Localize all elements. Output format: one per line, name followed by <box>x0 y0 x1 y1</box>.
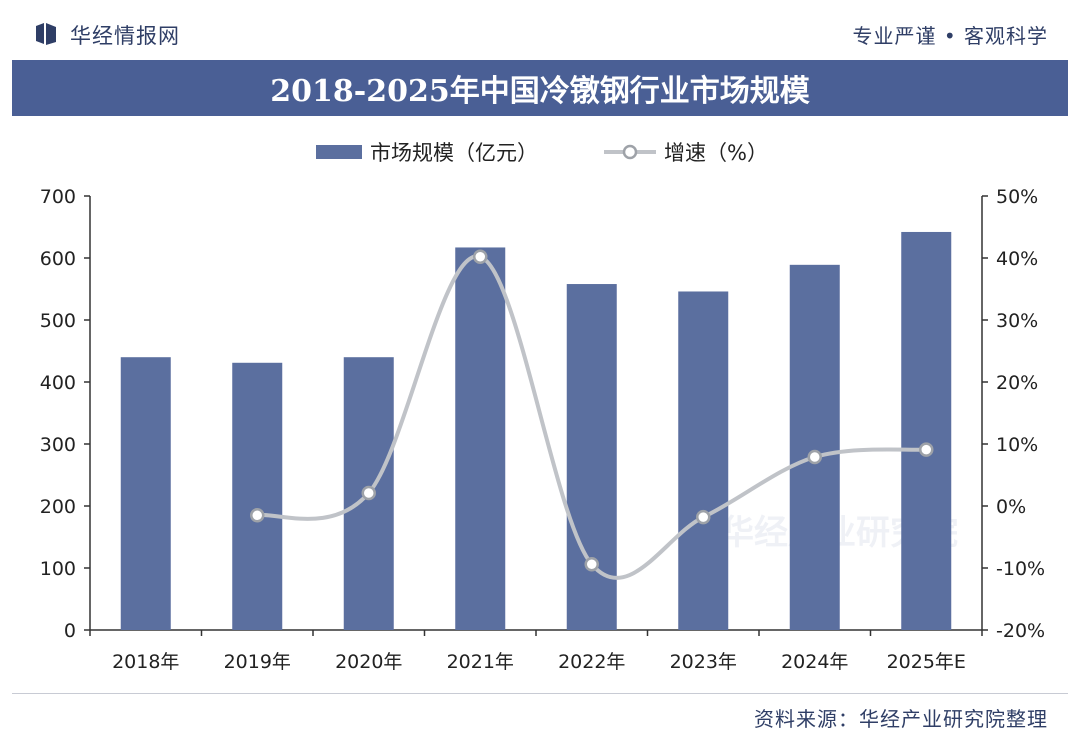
bar <box>566 284 617 630</box>
chart-title: 2018-2025年中国冷镦钢行业市场规模 <box>270 74 810 109</box>
growth-point <box>584 557 599 572</box>
logo-text: 华经情报网 <box>70 24 180 48</box>
y-right-tick-label: 0% <box>996 496 1026 518</box>
y-right-tick-label: -20% <box>996 620 1045 642</box>
legend-bar-label: 市场规模（亿元） <box>370 141 538 165</box>
chart: 0 100 200 300 400 500 600 700 -20% -10% 0% 10% 20% 30… <box>40 141 1045 673</box>
y-left-tick-label: 700 <box>40 186 76 208</box>
y-left-tick-label: 0 <box>64 620 76 642</box>
y-right-tick-label: 30% <box>996 310 1038 332</box>
growth-point <box>250 508 265 523</box>
bar <box>455 247 506 630</box>
growth-point <box>919 442 934 457</box>
legend-bar-swatch <box>316 145 362 159</box>
y-left-tick-label: 400 <box>40 372 76 394</box>
y-left-tick-label: 500 <box>40 310 76 332</box>
x-tick-label: 2021年 <box>447 651 514 673</box>
header: 华经情报网 专业严谨 • 客观科学 <box>0 0 1080 58</box>
y-right-tick-label: -10% <box>996 558 1045 580</box>
bar <box>678 291 729 630</box>
source-note: 资料来源：华经产业研究院整理 <box>754 707 1048 731</box>
growth-point <box>696 509 711 525</box>
legend-line-marker <box>622 144 638 160</box>
x-tick-label: 2018年 <box>112 651 179 673</box>
y-right-tick-label: 10% <box>996 434 1038 456</box>
x-tick-label: 2022年 <box>558 651 625 673</box>
y-left-tick-label: 100 <box>40 558 76 580</box>
growth-point <box>807 449 822 465</box>
bar <box>789 264 840 630</box>
slogan: 专业严谨 • 客观科学 <box>852 24 1048 48</box>
x-tick-label: 2024年 <box>781 651 848 673</box>
bar <box>901 231 952 630</box>
footer-divider <box>12 693 1068 694</box>
y-right-tick-label: 40% <box>996 248 1038 270</box>
y-left-tick-label: 200 <box>40 496 76 518</box>
x-tick-label: 2019年 <box>224 651 291 673</box>
y-right-tick-label: 20% <box>996 372 1038 394</box>
x-tick-label: 2020年 <box>335 651 402 673</box>
x-tick-label: 2023年 <box>670 651 737 673</box>
x-tick-label: 2025年E <box>887 651 966 673</box>
logo-icon <box>36 23 56 45</box>
y-left-tick-label: 600 <box>40 248 76 270</box>
legend-line-label: 增速（%） <box>664 141 768 165</box>
growth-point <box>473 249 488 265</box>
y-right-tick-label: 50% <box>996 186 1038 208</box>
growth-line <box>256 254 927 580</box>
title-bar: 2018-2025年中国冷镦钢行业市场规模 <box>12 60 1068 116</box>
y-left-tick-label: 300 <box>40 434 76 456</box>
bar <box>232 362 283 630</box>
bar <box>120 357 171 630</box>
growth-point <box>361 485 376 501</box>
